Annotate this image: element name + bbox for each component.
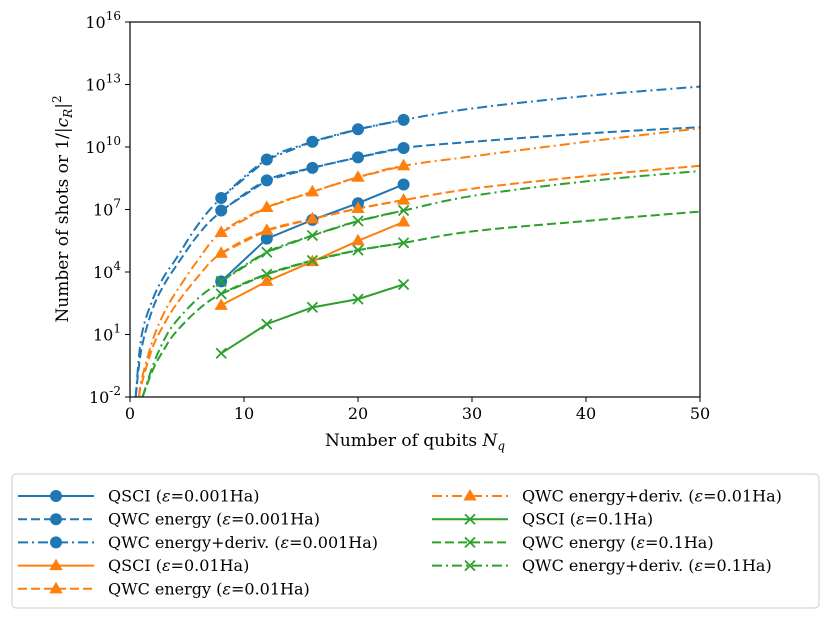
legend: QSCI (ε=0.001Ha) QWC energy (ε=0.001Ha) QW… bbox=[18, 487, 782, 598]
legend-entry-label: QWC energy (ε=0.1Ha) bbox=[522, 533, 714, 552]
data-point bbox=[397, 178, 410, 191]
data-point bbox=[397, 278, 410, 291]
data-point bbox=[397, 204, 410, 217]
data-point bbox=[261, 268, 273, 280]
data-point bbox=[305, 211, 320, 224]
data-point bbox=[396, 158, 411, 171]
x-tick-label: 0 bbox=[125, 404, 135, 423]
legend-marker bbox=[464, 536, 476, 549]
fit-curve-qwc-energy-deriv-0-001ha bbox=[134, 85, 700, 397]
data-point bbox=[352, 244, 364, 256]
legend-entry-label: QWC energy (ε=0.001Ha) bbox=[108, 510, 320, 529]
data-point bbox=[260, 274, 274, 286]
data-point bbox=[214, 225, 228, 237]
data-point bbox=[396, 215, 411, 227]
legend-marker bbox=[49, 558, 63, 571]
data-point bbox=[352, 293, 364, 305]
data-point bbox=[306, 135, 319, 148]
data-point bbox=[397, 113, 410, 126]
fit-curve-qwc-energy-0-001ha bbox=[134, 126, 700, 397]
legend-entry-label: QSCI (ε=0.01Ha) bbox=[108, 556, 249, 575]
data-point bbox=[260, 223, 274, 235]
data-point bbox=[352, 123, 364, 136]
y-tick-label: 10-2 bbox=[89, 384, 121, 407]
legend-entry-label: QWC energy (ε=0.01Ha) bbox=[108, 579, 310, 598]
series-line-qwc-energy-0-1ha bbox=[220, 241, 404, 295]
data-point bbox=[214, 246, 228, 258]
y-axis-ticks: 10-2 101 104 107 1010 1013 1016 bbox=[85, 9, 130, 407]
fit-curve-qwc-energy-deriv-0-1ha bbox=[141, 170, 700, 397]
data-point bbox=[260, 174, 273, 187]
fit-curves bbox=[134, 85, 700, 397]
fit-curve-qwc-energy-deriv-0-01ha bbox=[138, 127, 700, 397]
series-line-qsci-0-1ha bbox=[220, 283, 404, 355]
data-point bbox=[396, 193, 411, 205]
legend-entry-label: QWC energy+deriv. (ε=0.01Ha) bbox=[522, 487, 782, 506]
legend-marker bbox=[463, 489, 477, 501]
x-axis-label: Number of qubits Nq bbox=[325, 431, 505, 453]
legend-marker bbox=[464, 559, 476, 572]
data-point bbox=[397, 237, 410, 249]
data-point bbox=[306, 254, 319, 267]
data-point bbox=[215, 347, 227, 359]
data-point bbox=[260, 232, 273, 245]
legend-entry-label: QSCI (ε=0.1Ha) bbox=[522, 510, 653, 529]
y-tick-label: 107 bbox=[93, 197, 121, 220]
data-point bbox=[306, 229, 319, 242]
legend-marker bbox=[50, 536, 62, 549]
data-point bbox=[215, 204, 228, 217]
data-markers bbox=[214, 113, 411, 359]
y-tick-label: 1010 bbox=[85, 134, 121, 157]
data-point bbox=[260, 200, 274, 212]
legend-entry-label: QSCI (ε=0.001Ha) bbox=[108, 487, 260, 506]
x-tick-label: 40 bbox=[576, 404, 596, 423]
series-line-qwc-energy-0-01ha bbox=[220, 199, 404, 255]
legend-entry-label: QWC energy+deriv. (ε=0.001Ha) bbox=[108, 533, 378, 552]
x-axis-ticks: 0 10 20 30 40 50 bbox=[125, 397, 710, 423]
legend-marker bbox=[464, 513, 476, 525]
legend-entry-label: QWC energy+deriv. (ε=0.1Ha) bbox=[522, 556, 772, 575]
data-point bbox=[352, 215, 364, 227]
data-point bbox=[215, 275, 227, 288]
legend-box bbox=[11, 473, 820, 609]
data-point bbox=[260, 153, 273, 166]
legend-marker bbox=[49, 581, 63, 594]
y-tick-label: 104 bbox=[93, 259, 121, 282]
y-axis-label: Number of shots or 1/|cR|2 bbox=[50, 95, 75, 322]
data-point bbox=[351, 201, 365, 214]
data-point bbox=[305, 184, 320, 197]
x-tick-label: 10 bbox=[234, 404, 254, 423]
data-point bbox=[261, 246, 273, 258]
fit-curve-qwc-energy-0-1ha bbox=[141, 210, 700, 397]
y-tick-label: 1013 bbox=[85, 72, 121, 95]
data-point bbox=[351, 233, 365, 246]
data-point bbox=[215, 192, 228, 205]
data-point bbox=[397, 142, 410, 155]
data-point bbox=[214, 298, 228, 310]
data-point bbox=[306, 161, 319, 174]
legend-marker bbox=[50, 490, 62, 502]
data-point bbox=[261, 318, 273, 330]
y-tick-label: 101 bbox=[93, 322, 121, 345]
x-tick-label: 20 bbox=[348, 404, 368, 423]
data-point bbox=[306, 301, 319, 314]
data-point bbox=[351, 170, 365, 182]
x-tick-label: 50 bbox=[690, 404, 710, 423]
legend-marker bbox=[50, 513, 62, 526]
series-line-qwc-energy-0-001ha bbox=[220, 147, 404, 212]
data-point bbox=[215, 288, 227, 300]
y-tick-label: 1016 bbox=[85, 9, 121, 32]
data-point bbox=[352, 151, 364, 164]
x-tick-label: 30 bbox=[462, 404, 482, 423]
